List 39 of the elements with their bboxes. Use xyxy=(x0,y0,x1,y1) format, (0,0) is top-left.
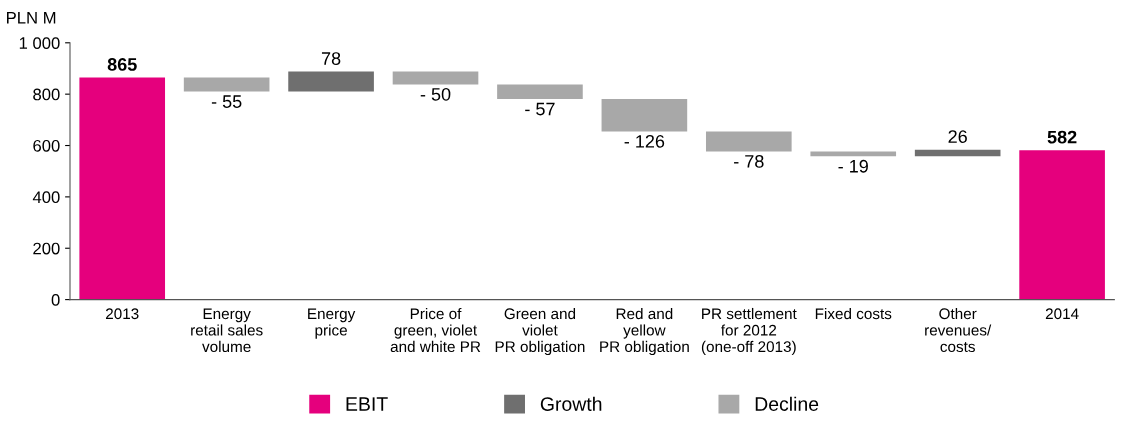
data-label: - 55 xyxy=(211,95,242,108)
legend-label: Decline xyxy=(755,396,819,411)
bar xyxy=(1019,150,1105,300)
data-label: 78 xyxy=(321,52,341,65)
bar xyxy=(601,99,688,132)
y-tick-label: 600 xyxy=(33,139,60,152)
data-label: - 50 xyxy=(420,87,451,101)
x-tick-label: 2014 xyxy=(1045,308,1079,320)
y-tick-label: 200 xyxy=(33,242,60,255)
y-tick-label: 0 xyxy=(51,294,60,306)
y-tick-label: 800 xyxy=(33,88,60,101)
y-tick-label: 400 xyxy=(32,191,60,204)
data-label: - 19 xyxy=(838,159,868,173)
x-tick-label: Green and violet PR obligation xyxy=(495,307,585,356)
bar xyxy=(183,77,270,92)
legend-label: EBIT xyxy=(346,397,388,411)
bar xyxy=(810,151,897,157)
data-label: 26 xyxy=(948,130,967,143)
x-tick-label: Other revenues/ costs xyxy=(925,307,992,353)
y-tick-label: 1 000 xyxy=(19,37,60,49)
x-tick-label: Red and yellow PR obligation xyxy=(600,307,689,356)
bar xyxy=(392,71,479,85)
y-axis-title: PLN M xyxy=(7,12,56,24)
data-label: 865 xyxy=(107,58,137,71)
data-label: - 57 xyxy=(525,102,555,116)
data-label: - 126 xyxy=(624,134,665,148)
x-tick-label: Energy price xyxy=(308,308,356,339)
legend-label: Growth xyxy=(540,396,602,411)
x-tick-label: PR settlement for 2012 (one-off 2013) xyxy=(701,307,797,356)
data-label: - 78 xyxy=(734,154,764,168)
x-tick-label: 2013 xyxy=(105,308,139,320)
bar xyxy=(705,131,792,152)
bar xyxy=(79,77,166,300)
x-tick-label: Energy retail sales volume xyxy=(191,308,263,353)
x-tick-label: Price of green, violet and white PR xyxy=(390,307,481,353)
bar xyxy=(288,71,374,92)
x-tick-label: Fixed costs xyxy=(815,307,892,320)
bar xyxy=(497,84,583,100)
data-label: 582 xyxy=(1047,130,1077,144)
